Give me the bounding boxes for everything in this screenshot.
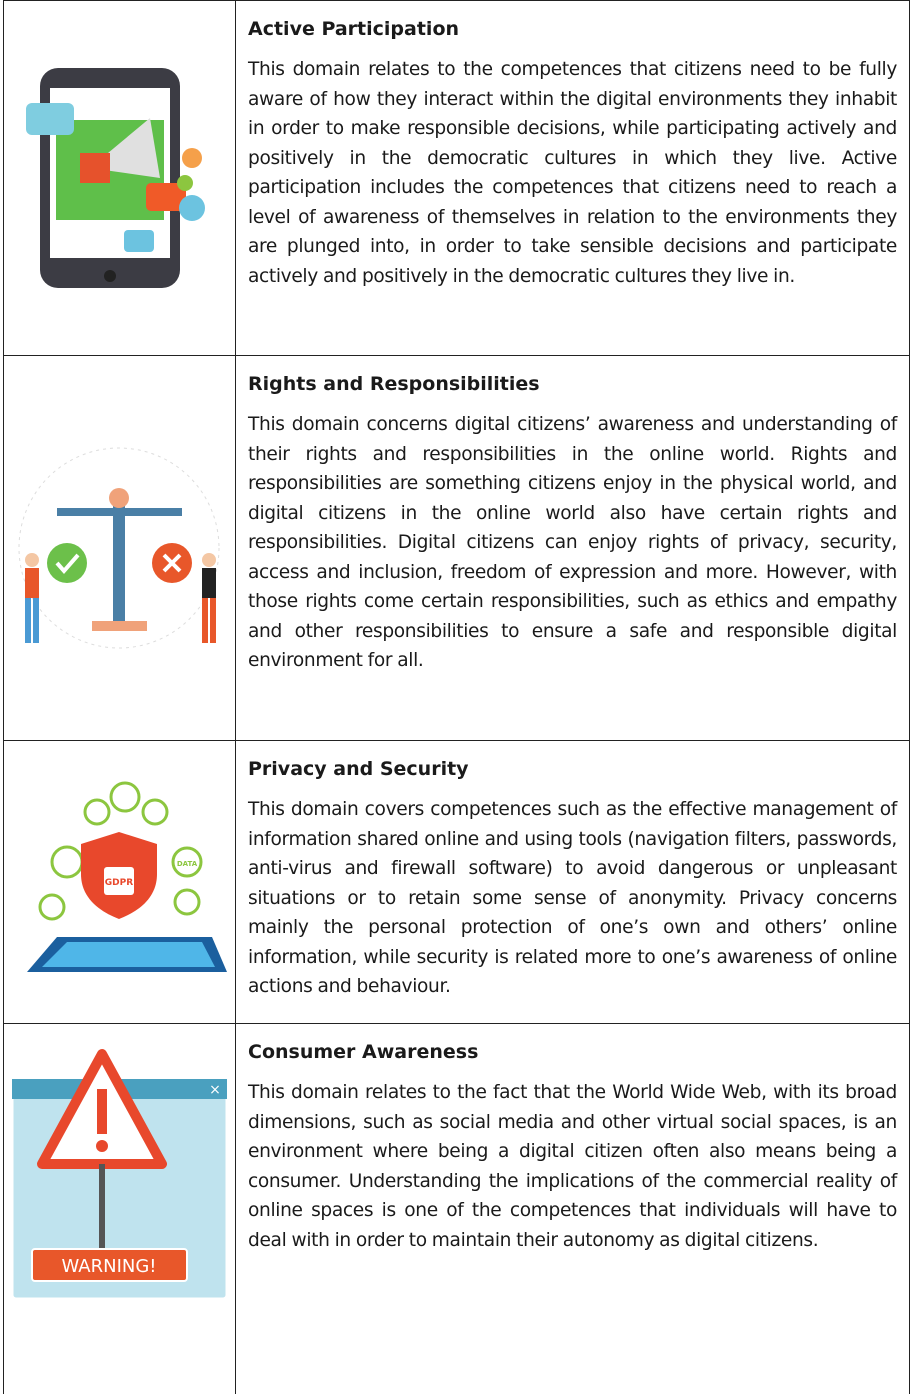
privacy-illustration: GDPR DATA bbox=[27, 781, 227, 972]
row-text: This domain relates to the fact that the… bbox=[248, 1082, 897, 1251]
text-cell: Privacy and Security This domain covers … bbox=[236, 741, 909, 1023]
icon-label: WARNING! bbox=[61, 1256, 156, 1277]
consumer-illustration: × WARNING! bbox=[10, 1049, 229, 1301]
table-row: × WARNING! Consumer Awareness This domai… bbox=[4, 1024, 909, 1394]
table-row: GDPR DATA Privacy and Security This doma… bbox=[4, 741, 909, 1024]
participation-illustration bbox=[25, 68, 205, 288]
table-row: Rights and Responsibilities This domain … bbox=[4, 356, 909, 741]
table-row: Active Participation This domain relates… bbox=[4, 0, 909, 356]
illustration-cell: × WARNING! bbox=[4, 1024, 236, 1394]
text-cell: Active Participation This domain relates… bbox=[236, 1, 909, 355]
domains-table: Active Participation This domain relates… bbox=[3, 0, 910, 1394]
illustration-cell bbox=[4, 356, 236, 740]
close-icon: × bbox=[209, 1082, 221, 1098]
illustration-cell bbox=[4, 1, 236, 355]
icon-label: DATA bbox=[177, 860, 198, 868]
rights-illustration bbox=[18, 447, 220, 649]
illustration-cell: GDPR DATA bbox=[4, 741, 236, 1023]
row-text: This domain concerns digital citizens’ a… bbox=[248, 414, 897, 671]
row-title: Consumer Awareness bbox=[248, 1041, 479, 1063]
text-cell: Rights and Responsibilities This domain … bbox=[236, 356, 909, 740]
row-title: Rights and Responsibilities bbox=[248, 373, 540, 395]
row-text: This domain relates to the competences t… bbox=[248, 59, 897, 287]
row-title: Privacy and Security bbox=[248, 758, 469, 780]
text-cell: Consumer Awareness This domain relates t… bbox=[236, 1024, 909, 1394]
icon-label: GDPR bbox=[105, 878, 133, 888]
row-text: This domain covers competences such as t… bbox=[248, 799, 897, 997]
row-title: Active Participation bbox=[248, 18, 460, 40]
